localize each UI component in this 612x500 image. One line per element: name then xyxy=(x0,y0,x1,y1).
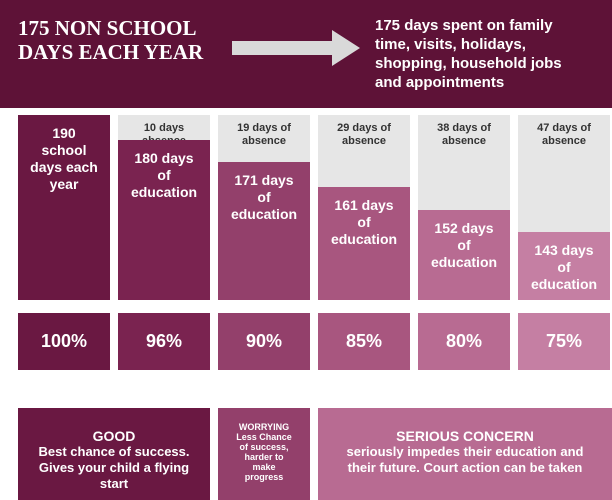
absence-line: absence xyxy=(441,135,487,147)
footer-line: Less Chance xyxy=(236,432,292,442)
absence-line: 19 days of xyxy=(237,122,291,134)
education-bar: 180 days of education xyxy=(118,139,210,300)
absence-box: 10 daysabsence xyxy=(118,115,210,147)
absence-box: 38 days of absence xyxy=(418,115,510,210)
education-line: education xyxy=(230,206,298,223)
education-line: 152 days xyxy=(434,219,494,236)
education-line: of xyxy=(357,214,371,231)
education-line: 171 days xyxy=(234,172,294,189)
footer-line: make xyxy=(252,462,276,472)
education-line: 161 days xyxy=(334,197,394,214)
education-line: 143 days xyxy=(534,242,594,259)
header-line: DAYS EACH YEAR xyxy=(18,40,204,64)
education-bar: 161 days of education xyxy=(318,187,410,300)
education-line: education xyxy=(330,231,398,248)
footer-title: GOOD xyxy=(92,428,136,444)
footer-line: Gives your child a flying xyxy=(38,460,190,475)
education-bar: 152 days of education xyxy=(418,209,510,300)
absence-line: absence xyxy=(341,135,387,147)
footer-line: harder to xyxy=(244,452,284,462)
education-line: of xyxy=(557,259,571,276)
education-line: year xyxy=(49,176,79,192)
footer-line: Best chance of success. xyxy=(38,444,190,459)
header-left: 175 NON SCHOOL DAYS EACH YEAR xyxy=(18,16,203,64)
footer-line: their future. Court action can be taken xyxy=(347,460,583,475)
percent-box: 96% xyxy=(118,313,210,370)
footer-title: SERIOUS CONCERN xyxy=(396,428,534,444)
header-line: time, visits, holidays, xyxy=(375,36,526,53)
education-line: of xyxy=(257,189,271,206)
education-line: education xyxy=(130,183,198,200)
education-line: of xyxy=(457,236,471,253)
footer-box: GOOD Best chance of success. Gives your ch… xyxy=(18,408,210,500)
footer-line: progress xyxy=(244,472,284,482)
percent-box: 85% xyxy=(318,313,410,370)
absence-line: 29 days of xyxy=(337,122,391,134)
header-right: 175 days spent on family time, visits, ho… xyxy=(375,16,562,92)
education-bar: 143 days of education xyxy=(518,232,610,300)
education-bar: 171 days of education xyxy=(218,162,310,300)
percent-box: 100% xyxy=(18,313,110,370)
footer-box: WORRYING Less Chance of success, harder to m… xyxy=(218,408,310,500)
education-line: of xyxy=(157,166,171,183)
header-line: shopping, household jobs xyxy=(375,55,562,72)
footer-line: of success, xyxy=(239,442,289,452)
percent-box: 80% xyxy=(418,313,510,370)
footer-line: start xyxy=(99,476,129,491)
absence-line: absence xyxy=(241,135,287,147)
education-line: days each xyxy=(30,159,98,175)
education-line: 180 days xyxy=(134,149,194,166)
header-line: and appointments xyxy=(375,74,505,91)
absence-box: 29 days of absence xyxy=(318,115,410,188)
absence-line: absence xyxy=(541,135,587,147)
absence-line: 38 days of xyxy=(437,122,491,134)
percent-box: 75% xyxy=(518,313,610,370)
absence-line: 47 days of xyxy=(537,122,591,134)
footer-line: seriously impedes their education and xyxy=(346,444,584,459)
education-line: education xyxy=(530,276,598,293)
header-line: 175 NON SCHOOL xyxy=(18,16,197,40)
absence-box: 19 days of absence xyxy=(218,115,310,163)
education-bar: 190 school days each year xyxy=(18,115,110,300)
header-line: 175 days spent on family xyxy=(375,17,553,34)
percent-box: 90% xyxy=(218,313,310,370)
education-line: school xyxy=(41,142,87,158)
absence-line: 10 days xyxy=(143,122,185,134)
education-line: 190 xyxy=(52,125,76,141)
footer-title: WORRYING xyxy=(238,422,290,432)
arrow-shape xyxy=(232,30,360,66)
absence-box: 47 days of absence xyxy=(518,115,610,233)
education-line: education xyxy=(430,253,498,270)
arrow xyxy=(232,30,360,66)
footer-box: SERIOUS CONCERN seriously impedes their e… xyxy=(318,408,612,500)
